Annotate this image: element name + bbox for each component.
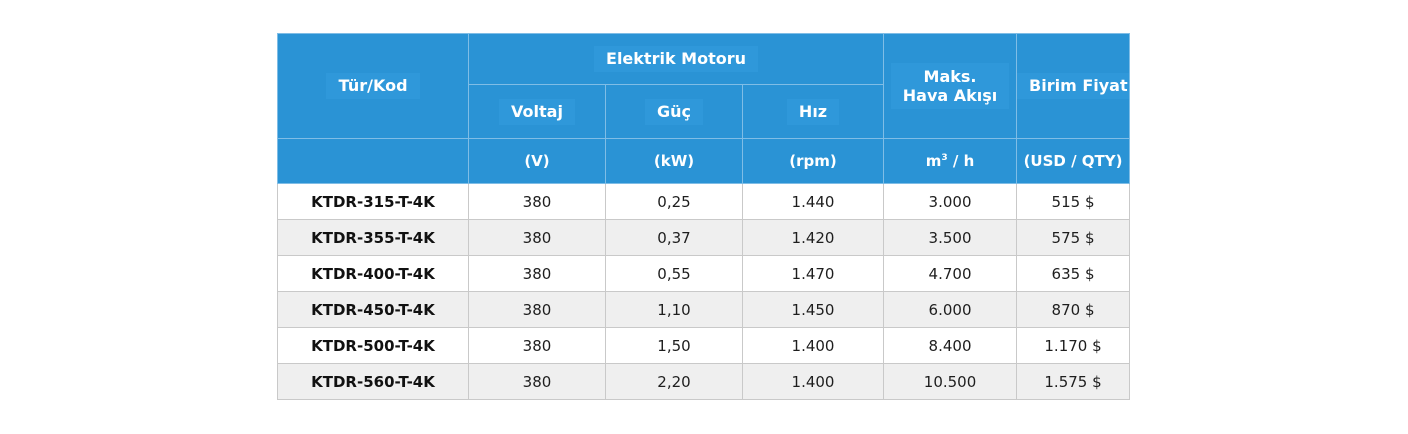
cell-hava-akisi: 4.700	[883, 255, 1018, 292]
cell-code: KTDR-400-T-4K	[277, 255, 469, 292]
cell-hiz: 1.400	[741, 327, 885, 364]
unit-voltaj: (V)	[468, 138, 606, 184]
cell-hiz: 1.440	[741, 183, 885, 220]
cell-code: KTDR-560-T-4K	[277, 363, 469, 400]
cell-hava-akisi: 3.000	[883, 183, 1018, 220]
table-body: KTDR-315-T-4K 380 0,25 1.440 3.000 515 $…	[277, 183, 1131, 400]
header-elektrik-motoru: Elektrik Motoru	[467, 33, 885, 85]
header-maks-line2: Hava Akışı	[902, 86, 998, 105]
table-row: KTDR-450-T-4K 380 1,10 1.450 6.000 870 $	[277, 291, 1131, 328]
cell-voltaj: 380	[468, 219, 606, 256]
price-table: Tür/Kod Elektrik Motoru Maks. Hava Akışı …	[277, 33, 1131, 400]
cell-hiz: 1.400	[741, 363, 885, 400]
unit-hiz: (rpm)	[741, 138, 885, 184]
header-tur-kod: Tür/Kod	[277, 33, 469, 139]
header-voltaj: Voltaj	[468, 84, 606, 139]
cell-hiz: 1.470	[741, 255, 885, 292]
cell-voltaj: 380	[468, 291, 606, 328]
cell-fiyat: 515 $	[1016, 183, 1131, 220]
table-row: KTDR-560-T-4K 380 2,20 1.400 10.500 1.57…	[277, 363, 1131, 400]
cell-hiz: 1.420	[741, 219, 885, 256]
unit-hava-akisi: m3 / h	[883, 138, 1018, 184]
cell-code: KTDR-315-T-4K	[277, 183, 469, 220]
header-maks-hava-akisi: Maks. Hava Akışı	[883, 33, 1018, 139]
cell-fiyat: 1.170 $	[1016, 327, 1131, 364]
cell-voltaj: 380	[468, 327, 606, 364]
unit-guc: (kW)	[605, 138, 743, 184]
cell-fiyat: 1.575 $	[1016, 363, 1131, 400]
cell-hava-akisi: 10.500	[883, 363, 1018, 400]
cell-code: KTDR-355-T-4K	[277, 219, 469, 256]
cell-fiyat: 635 $	[1016, 255, 1131, 292]
cell-guc: 1,50	[605, 327, 743, 364]
cell-guc: 0,37	[605, 219, 743, 256]
cell-voltaj: 380	[468, 363, 606, 400]
table-row: KTDR-400-T-4K 380 0,55 1.470 4.700 635 $	[277, 255, 1131, 292]
header-birim-fiyat: Birim Fiyat	[1016, 33, 1131, 139]
cell-fiyat: 870 $	[1016, 291, 1131, 328]
cell-hava-akisi: 8.400	[883, 327, 1018, 364]
cell-hava-akisi: 6.000	[883, 291, 1018, 328]
cell-guc: 1,10	[605, 291, 743, 328]
table-row: KTDR-355-T-4K 380 0,37 1.420 3.500 575 $	[277, 219, 1131, 256]
table-header: Tür/Kod Elektrik Motoru Maks. Hava Akışı …	[277, 33, 1131, 184]
cell-fiyat: 575 $	[1016, 219, 1131, 256]
cell-voltaj: 380	[468, 255, 606, 292]
header-maks-line1: Maks.	[923, 67, 977, 86]
cell-guc: 2,20	[605, 363, 743, 400]
unit-empty	[277, 138, 469, 184]
table-row: KTDR-315-T-4K 380 0,25 1.440 3.000 515 $	[277, 183, 1131, 220]
header-guc: Güç	[605, 84, 743, 139]
cell-hava-akisi: 3.500	[883, 219, 1018, 256]
unit-birim-fiyat: (USD / QTY)	[1016, 138, 1131, 184]
cell-guc: 0,25	[605, 183, 743, 220]
cell-voltaj: 380	[468, 183, 606, 220]
cell-hiz: 1.450	[741, 291, 885, 328]
cell-guc: 0,55	[605, 255, 743, 292]
table-row: KTDR-500-T-4K 380 1,50 1.400 8.400 1.170…	[277, 327, 1131, 364]
header-hiz: Hız	[741, 84, 885, 139]
cell-code: KTDR-450-T-4K	[277, 291, 469, 328]
cell-code: KTDR-500-T-4K	[277, 327, 469, 364]
